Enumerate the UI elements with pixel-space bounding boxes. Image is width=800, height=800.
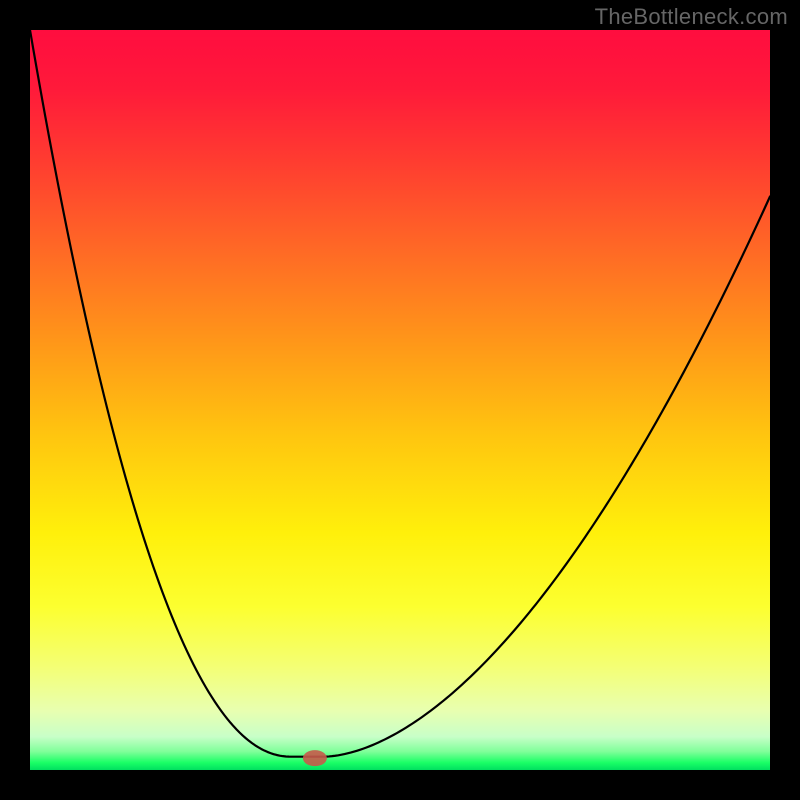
chart-svg <box>0 0 800 800</box>
chart-root: TheBottleneck.com <box>0 0 800 800</box>
optimum-marker <box>303 750 327 766</box>
watermark-text: TheBottleneck.com <box>595 4 788 30</box>
plot-background <box>30 30 770 770</box>
